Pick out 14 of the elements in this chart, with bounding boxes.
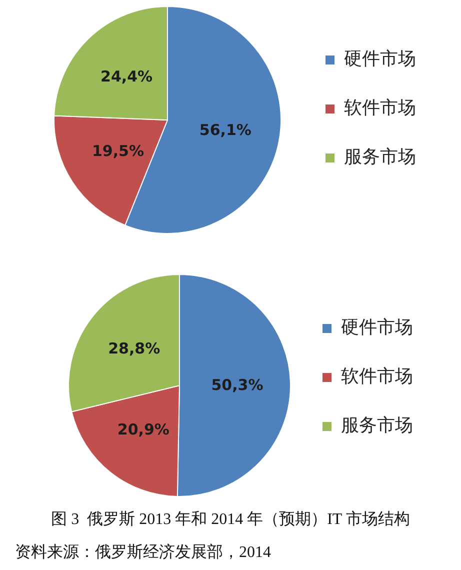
legend-label: 软件市场 <box>344 98 416 119</box>
data-label: 24,4% <box>100 67 153 86</box>
data-label: 28,8% <box>108 340 160 358</box>
caption: 图 3 俄罗斯 2013 年和 2014 年（预期）IT 市场结构 <box>50 510 411 530</box>
data-label: 56,1% <box>199 121 252 140</box>
data-label: 50,3% <box>211 376 264 394</box>
legend-label: 硬件市场 <box>344 48 416 70</box>
data-label: 20,9% <box>117 420 170 438</box>
legend-label: 服务市场 <box>341 415 413 436</box>
text: 资料来源：俄罗斯经济发展部，2014 <box>15 543 271 563</box>
data-label: 19,5% <box>92 142 144 160</box>
legend-label: 硬件市场 <box>341 317 413 338</box>
legend-label: 软件市场 <box>341 366 413 388</box>
legend-label: 服务市场 <box>344 146 416 168</box>
